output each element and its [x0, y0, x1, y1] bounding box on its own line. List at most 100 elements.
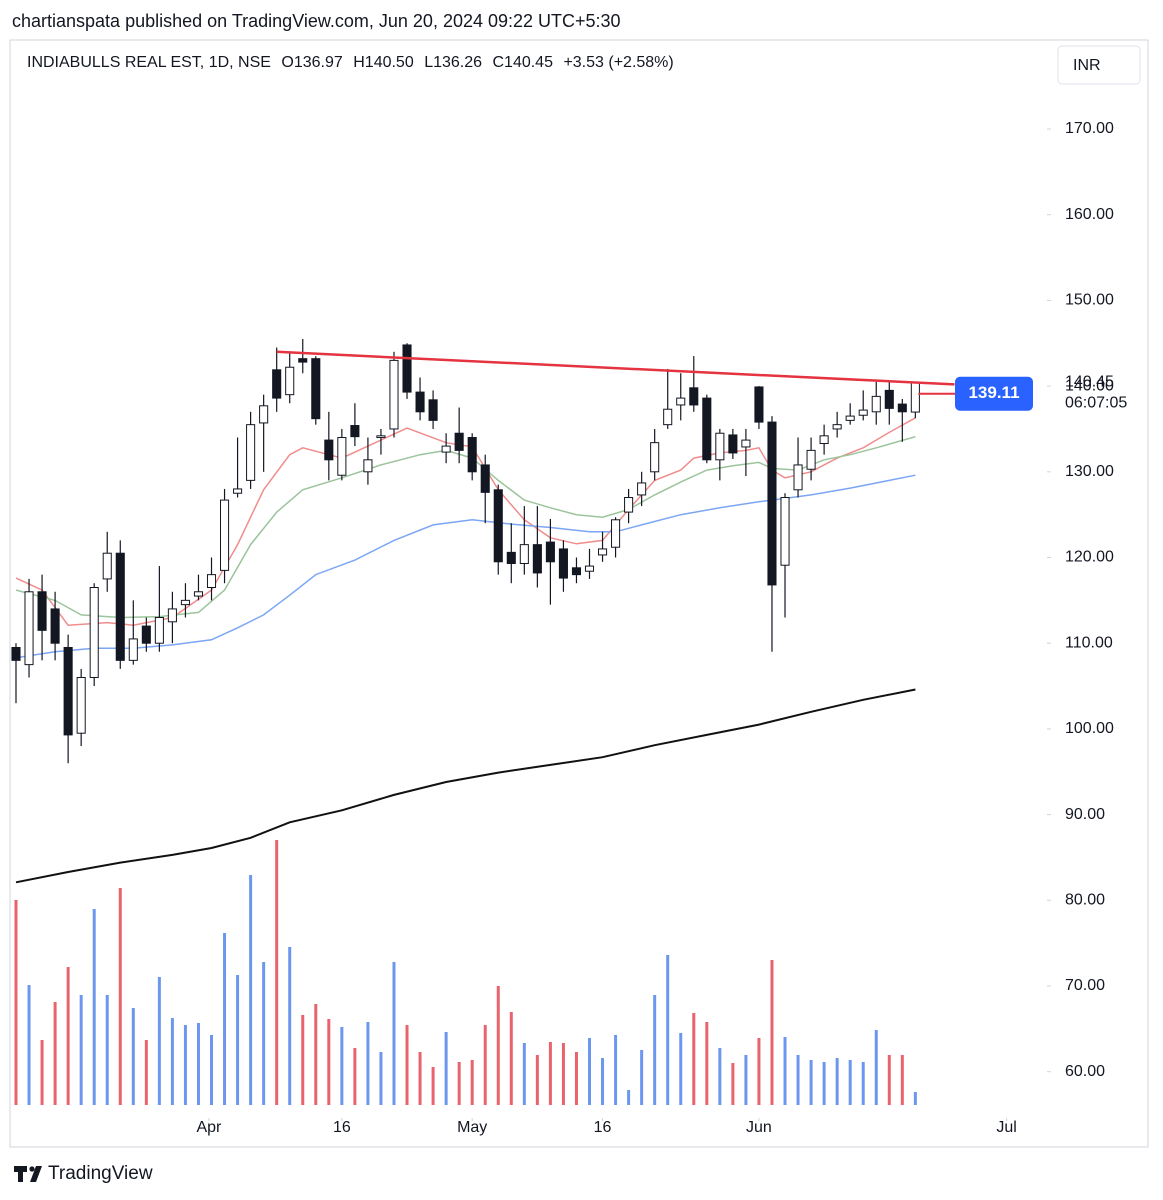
- candle-body: [702, 397, 712, 461]
- volume-bar: [601, 1058, 605, 1105]
- volume-bar: [705, 1022, 709, 1105]
- candle-body: [467, 437, 477, 473]
- candle-body: [493, 489, 503, 563]
- volume-bar: [14, 900, 18, 1105]
- candle-body: [428, 399, 438, 421]
- candle-body: [910, 381, 920, 413]
- volume-bar: [783, 1037, 787, 1105]
- x-tick-label: 16: [333, 1119, 351, 1136]
- volume-bar: [483, 1025, 487, 1105]
- volume-bar: [561, 1043, 565, 1105]
- publish-line: chartianspata published on TradingView.c…: [12, 11, 621, 31]
- volume-bar: [301, 1015, 305, 1105]
- logo: [14, 1166, 42, 1182]
- volume-bar: [170, 1018, 174, 1105]
- candle-body: [767, 421, 777, 586]
- candle-body: [506, 551, 516, 565]
- candle-body: [285, 366, 295, 396]
- volume-bar: [53, 1002, 57, 1105]
- volume-bar: [92, 909, 96, 1105]
- trendline: [276, 350, 955, 386]
- volume-bar: [157, 977, 161, 1105]
- candle-body: [206, 574, 217, 588]
- volume-bar: [353, 1048, 357, 1105]
- volume-bar: [653, 995, 657, 1105]
- low-text: L136.26: [424, 54, 482, 71]
- volume-bar: [718, 1048, 722, 1105]
- volume-bar: [66, 967, 70, 1105]
- candle-body: [246, 424, 256, 481]
- volume-bar: [835, 1058, 839, 1105]
- alert-label: 139.11: [968, 383, 1019, 402]
- y-tick-label: 130.00: [1065, 463, 1114, 480]
- x-tick-label: 16: [594, 1119, 612, 1136]
- candle-body: [741, 439, 751, 448]
- change-text: +3.53 (+2.58%): [563, 54, 673, 71]
- y-tick-label: 140.00: [1065, 377, 1114, 394]
- volume-bar: [327, 1019, 331, 1105]
- y-tick-label: 120.00: [1065, 549, 1114, 566]
- y-tick-label: 80.00: [1065, 892, 1105, 909]
- countdown: 06:07:05: [1065, 394, 1127, 411]
- volume-bar: [614, 1035, 618, 1105]
- volume-bar: [574, 1052, 578, 1105]
- volume-bar: [509, 1012, 513, 1105]
- volume-bar: [848, 1060, 852, 1105]
- volume-bar: [196, 1023, 200, 1105]
- candle-body: [402, 344, 412, 393]
- candle-body: [624, 497, 634, 513]
- candle-body: [441, 445, 451, 453]
- candle-body: [793, 464, 803, 491]
- currency[interactable]: INR: [1073, 57, 1101, 74]
- y-tick-label: 110.00: [1065, 634, 1113, 651]
- candle-body: [376, 435, 386, 439]
- volume-bar: [366, 1022, 370, 1105]
- candle-body: [597, 548, 608, 556]
- currency-box[interactable]: [1057, 45, 1141, 85]
- candle-body: [715, 432, 725, 461]
- logo-mark: [14, 1166, 42, 1182]
- y-tick-label: 170.00: [1065, 120, 1114, 137]
- candle-body: [167, 608, 177, 623]
- candle-body: [571, 567, 582, 576]
- volume-bar: [223, 933, 227, 1105]
- candle-body: [558, 548, 568, 579]
- volume-bar: [314, 1004, 318, 1105]
- candle-body: [193, 591, 204, 597]
- candle-body: [728, 434, 738, 454]
- volume-bar: [874, 1030, 878, 1105]
- candle-body: [337, 437, 347, 476]
- volume-bar: [40, 1040, 44, 1105]
- frame: [9, 39, 1149, 1148]
- y-tick-label: 160.00: [1065, 206, 1114, 223]
- candle-body: [871, 395, 881, 413]
- volume-bar: [183, 1025, 187, 1105]
- candle-body: [532, 544, 542, 574]
- candle-body: [819, 435, 829, 445]
- y-tick-label: 90.00: [1065, 806, 1105, 823]
- volume-bar: [744, 1055, 748, 1105]
- candle-body: [141, 625, 151, 644]
- candle-body: [806, 449, 816, 470]
- candle-body: [389, 359, 399, 430]
- x-tick-label: Jun: [746, 1119, 772, 1136]
- volume-bar: [27, 985, 31, 1105]
- candle-body: [832, 424, 842, 430]
- volume-bar: [236, 975, 240, 1105]
- volume-bar: [887, 1055, 891, 1105]
- volume-bar: [431, 1067, 435, 1105]
- candle-body: [50, 608, 60, 644]
- volume-bar: [640, 1050, 644, 1105]
- candle-body: [298, 358, 308, 363]
- candle-body: [897, 403, 907, 413]
- last-price-label: 140.45: [1065, 373, 1114, 390]
- candle-body: [24, 591, 34, 666]
- candle-body: [11, 646, 21, 661]
- candle-body: [663, 408, 673, 426]
- volume-bar: [275, 840, 279, 1105]
- candle-body: [780, 497, 790, 566]
- volume-bar: [340, 1027, 344, 1105]
- candle-body: [415, 391, 425, 413]
- high-text: H140.50: [353, 54, 414, 71]
- volume-bar: [913, 1092, 917, 1105]
